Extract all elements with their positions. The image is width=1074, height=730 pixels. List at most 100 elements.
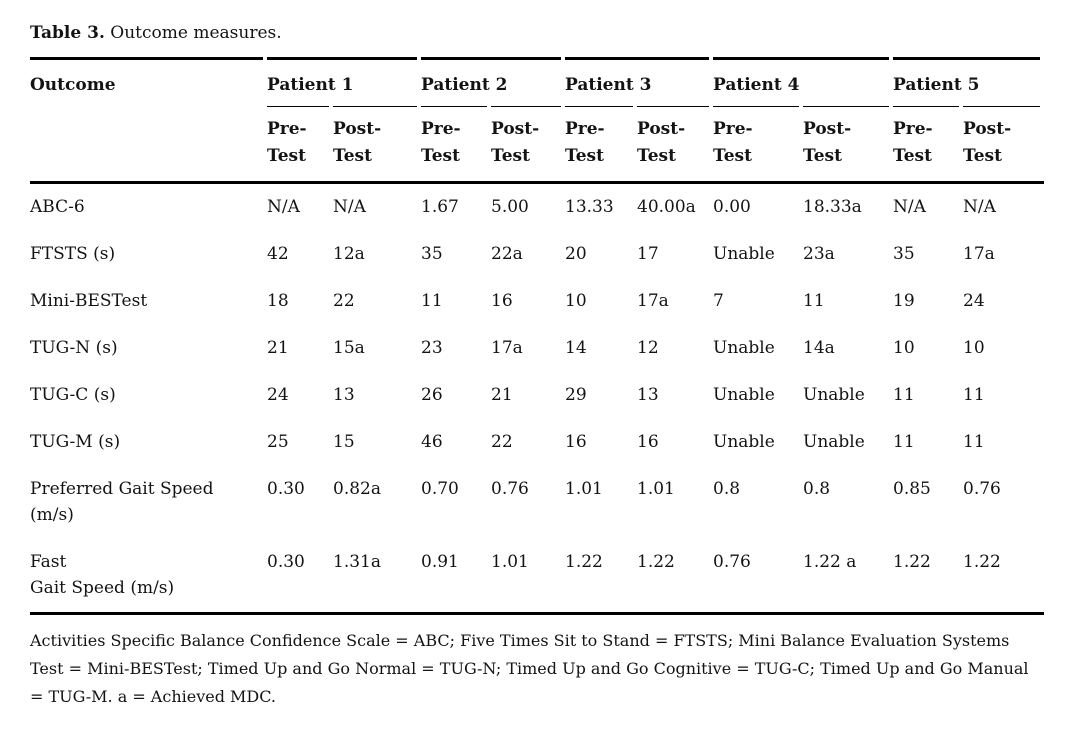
value-cell: 21 <box>267 338 289 358</box>
value-cell: 16 <box>637 432 659 452</box>
value-cell: 1.01 <box>565 479 603 499</box>
value-cell: 13.33 <box>565 197 614 217</box>
value-cell: 0.30 <box>267 479 305 499</box>
subheader-post-test-patient-3: Post- Test <box>637 106 709 181</box>
value-cell: 23 <box>421 338 443 358</box>
row-label: TUG-N (s) <box>30 338 118 358</box>
value-cell: 0.00 <box>713 197 751 217</box>
value-cell: 35 <box>421 244 443 264</box>
footnote-line: Activities Specific Balance Confidence S… <box>30 631 1010 650</box>
value-cell: 24 <box>963 291 985 311</box>
value-cell: 29 <box>565 385 587 405</box>
value-cell: 11 <box>963 385 985 405</box>
value-cell: 17a <box>963 244 995 264</box>
table-row: TUG-M (s) 25 15 46 22 16 16 Unable Unable 11 11 <box>30 419 1040 466</box>
value-cell: 16 <box>491 291 513 311</box>
subheader-pre-test-patient-1: Pre- Test <box>267 106 329 181</box>
value-cell: 0.85 <box>893 479 931 499</box>
subheader-post-test-patient-2: Post- Test <box>491 106 561 181</box>
value-cell: 12 <box>637 338 659 358</box>
value-cell: 15a <box>333 338 365 358</box>
header-row-subcolumns: Pre- Test Post- Test Pre- Test Post- Test Pr… <box>30 106 1040 181</box>
table-row: Preferred Gait Speed (m/s) 0.30 0.82a 0.70 0… <box>30 466 1040 539</box>
value-cell: 11 <box>421 291 443 311</box>
value-cell: 24 <box>267 385 289 405</box>
table-row: Fast Gait Speed (m/s) 0.30 1.31a 0.91 1.01 1.… <box>30 539 1040 612</box>
value-cell: 22a <box>491 244 523 264</box>
value-cell: 19 <box>893 291 915 311</box>
value-cell: 0.82a <box>333 479 381 499</box>
header-bottom-rule <box>30 181 1044 184</box>
value-cell: Unable <box>713 244 775 264</box>
table-row: FTSTS (s) 42 12a 35 22a 20 17 Unable 23a 35 17a <box>30 231 1040 278</box>
outcome-table-header: Outcome Patient 1 Patient 2 Patient 3 Patien… <box>26 57 1044 181</box>
value-cell: 15 <box>333 432 355 452</box>
row-label: Mini-BESTest <box>30 291 148 311</box>
column-header-outcome: Outcome <box>30 57 263 181</box>
value-cell: 1.67 <box>421 197 459 217</box>
value-cell: 17a <box>491 338 523 358</box>
value-cell: 0.76 <box>963 479 1001 499</box>
value-cell: 21 <box>491 385 513 405</box>
value-cell: Unable <box>803 385 865 405</box>
footnote-line: = TUG-M. a = Achieved MDC. <box>30 687 277 706</box>
value-cell: 1.22 <box>565 552 603 572</box>
outcome-table-body: ABC-6 N/A N/A 1.67 5.00 13.33 40.00a 0.00 18.33a… <box>30 184 1040 612</box>
value-cell: 11 <box>893 385 915 405</box>
value-cell: 0.76 <box>491 479 529 499</box>
subheader-pre-test-patient-5: Pre- Test <box>893 106 959 181</box>
table-row: TUG-N (s) 21 15a 23 17a 14 12 Unable 14a 10 10 <box>30 325 1040 372</box>
subheader-post-test-patient-1: Post- Test <box>333 106 417 181</box>
value-cell: 0.76 <box>713 552 751 572</box>
value-cell: 17a <box>637 291 669 311</box>
footnote-line: Test = Mini-BESTest; Timed Up and Go Nor… <box>30 659 1029 678</box>
outcome-table: ABC-6 N/A N/A 1.67 5.00 13.33 40.00a 0.00 18.33a… <box>26 184 1044 612</box>
value-cell: 1.22 <box>637 552 675 572</box>
table-caption-label: Table 3. <box>30 23 105 43</box>
outcome-table-head: Outcome Patient 1 Patient 2 Patient 3 Patien… <box>30 57 1040 181</box>
value-cell: 11 <box>893 432 915 452</box>
value-cell: 20 <box>565 244 587 264</box>
value-cell: 25 <box>267 432 289 452</box>
value-cell: Unable <box>713 385 775 405</box>
value-cell: 14 <box>565 338 587 358</box>
column-header-patient-1: Patient 1 <box>267 57 417 106</box>
table-bottom-rule <box>30 612 1044 615</box>
table-caption: Table 3. Outcome measures. <box>30 22 1044 44</box>
table-caption-text: Outcome measures. <box>104 23 282 43</box>
value-cell: 12a <box>333 244 365 264</box>
subheader-pre-test-patient-2: Pre- Test <box>421 106 487 181</box>
value-cell: 18.33a <box>803 197 862 217</box>
row-label: TUG-C (s) <box>30 385 116 405</box>
table-row: Mini-BESTest 18 22 11 16 10 17a 7 11 19 24 <box>30 278 1040 325</box>
value-cell: 0.91 <box>421 552 459 572</box>
value-cell: Unable <box>803 432 865 452</box>
value-cell: 11 <box>963 432 985 452</box>
row-label: Fast Gait Speed (m/s) <box>30 552 175 598</box>
value-cell: 1.22 <box>893 552 931 572</box>
value-cell: 11 <box>803 291 825 311</box>
row-label: ABC-6 <box>30 197 85 217</box>
value-cell: 18 <box>267 291 289 311</box>
value-cell: 1.01 <box>491 552 529 572</box>
column-header-patient-5: Patient 5 <box>893 57 1040 106</box>
value-cell: 26 <box>421 385 443 405</box>
column-header-patient-3: Patient 3 <box>565 57 709 106</box>
value-cell: 10 <box>565 291 587 311</box>
value-cell: 0.70 <box>421 479 459 499</box>
value-cell: 1.22 <box>963 552 1001 572</box>
subheader-post-test-patient-5: Post- Test <box>963 106 1040 181</box>
value-cell: 10 <box>893 338 915 358</box>
table-footnote: Activities Specific Balance Confidence S… <box>30 627 1044 711</box>
value-cell: 7 <box>713 291 724 311</box>
subheader-post-test-patient-4: Post- Test <box>803 106 889 181</box>
header-row-groups: Outcome Patient 1 Patient 2 Patient 3 Patien… <box>30 57 1040 106</box>
row-label: FTSTS (s) <box>30 244 116 264</box>
value-cell: 5.00 <box>491 197 529 217</box>
value-cell: 40.00a <box>637 197 696 217</box>
column-header-patient-2: Patient 2 <box>421 57 561 106</box>
value-cell: N/A <box>267 197 300 217</box>
value-cell: 42 <box>267 244 289 264</box>
subheader-pre-test-patient-4: Pre- Test <box>713 106 799 181</box>
value-cell: N/A <box>333 197 366 217</box>
